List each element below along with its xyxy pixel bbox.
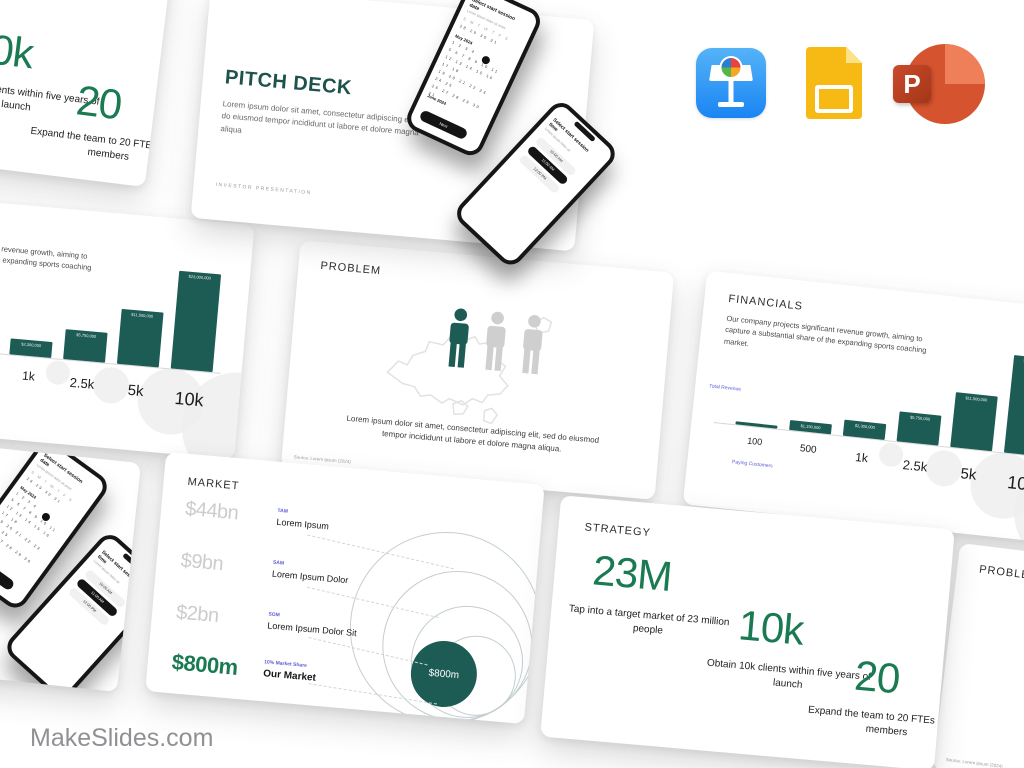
x-tick: 500 — [799, 443, 818, 456]
market-amount: $9bn — [179, 549, 225, 576]
x-tick: 1k — [21, 368, 36, 384]
person-icon — [485, 311, 506, 372]
stat-caption: Expand the team to 20 FTEs & Staff membe… — [29, 125, 173, 163]
market-name: Our Market — [262, 668, 317, 684]
powerpoint-wedge-shape — [945, 44, 985, 84]
market-amount: $2bn — [175, 601, 220, 628]
x-tick: 1k — [854, 450, 869, 466]
keynote-base-shape — [718, 102, 744, 107]
bar-2.5k: $5,750,000 — [63, 329, 108, 363]
bar-500: $1,150,000 — [789, 419, 832, 435]
slide-title: FINANCIALS — [727, 292, 804, 313]
market-amount-highlight: $800m — [170, 649, 239, 680]
person-icon — [522, 314, 543, 375]
slide-footer-text: INVESTOR PRESENTATION — [215, 181, 312, 197]
market-row-som: $2bn SOM Lorem Ipsum Dolor Sit — [175, 601, 358, 640]
slide-card-financials-partial: FINANCIALS Our company projects signific… — [0, 191, 255, 460]
stat-caption: Expand the team to 20 FTEs & Staff membe… — [807, 704, 955, 739]
stat-value: 23M — [590, 546, 674, 601]
bar-10k: $23,000,000 — [170, 270, 222, 373]
site-brand-text: MakeSlides.com — [30, 724, 214, 752]
slide-card-market: MARKET $800m $44bn TAM Lorem Ipsum $9bn … — [145, 451, 545, 725]
next-button: Next — [418, 109, 469, 141]
google-slides-frame-shape — [815, 85, 853, 113]
x-tick: 5k — [126, 381, 145, 401]
stat-value: 20 — [73, 76, 124, 129]
keynote-pie-shape — [719, 56, 743, 79]
market-row-our-market: $800m 10% Market Share Our Market — [171, 649, 318, 688]
x-tick: 2.5k — [69, 374, 95, 392]
slide-body-text: Our company projects significant revenue… — [723, 313, 927, 356]
x-tick: 100 — [746, 435, 763, 448]
powerpoint-letter: P — [893, 65, 931, 103]
slide-body-text: Lorem ipsum dolor sit amet, consectetur … — [220, 99, 433, 138]
slide-card-phones-partial: Select start session date Lorem ipsum do… — [0, 424, 141, 692]
slide-card-strategy: STRATEGY 23M Tap into a target market of… — [540, 495, 955, 768]
slide-card-problem: PROBLEM — [280, 240, 675, 500]
x-axis-label: Paying Customers — [731, 459, 773, 470]
stat-value: 20 — [852, 651, 902, 703]
google-slides-fold-shape — [846, 47, 862, 63]
stat-caption: Obtain 10k clients within five years of … — [706, 657, 872, 691]
bar-2.5k: $5,750,000 — [896, 411, 942, 446]
slide-title: PITCH DECK — [224, 66, 353, 100]
powerpoint-icon: P — [893, 42, 985, 126]
y-axis-label: Total Revenue — [708, 383, 742, 393]
x-tick: 2.5k — [902, 457, 929, 475]
slide-title: MARKET — [187, 475, 240, 493]
slide-card-strategy-partial: STRATEGY 23M Tap into a target market of… — [0, 0, 173, 187]
stat-caption: Tap into a target market of 23 million p… — [568, 603, 730, 637]
slide-body-text: Our company projects significant revenue… — [0, 235, 92, 273]
stat-value: 10k — [736, 601, 806, 654]
keynote-icon — [696, 48, 766, 118]
x-tick: 10k — [173, 387, 205, 411]
calendar-grid: 1 2 3 4 5 6 7 8 9 10 11 12 13 14 15 16 1… — [427, 40, 508, 123]
bar-5k: $11,500,000 — [116, 308, 164, 368]
source-note: Source: Lorem Ipsum (2024) — [945, 756, 1003, 768]
person-icons-group — [442, 305, 549, 380]
market-circle-label: $800m — [428, 667, 460, 681]
market-row-sam: $9bn SAM Lorem Ipsum Dolor — [180, 550, 350, 588]
bar-10k: $23,000,000 — [1003, 355, 1024, 457]
slide-card-pitch-deck: PITCH DECK Lorem ipsum dolor sit amet, c… — [190, 0, 621, 271]
slide-title: PROBLEM — [978, 563, 1024, 583]
market-amount: $44bn — [184, 497, 240, 525]
slide-title: STRATEGY — [584, 521, 652, 540]
person-icon-highlight — [448, 308, 469, 368]
calendar-grid: 1 2 3 4 5 6 7 8 9 10 11 12 13 14 15 16 1… — [0, 491, 67, 578]
google-slides-icon — [806, 47, 862, 119]
keynote-stem-shape — [728, 81, 734, 103]
slide-title: PROBLEM — [319, 259, 382, 278]
bar-5k: $11,500,000 — [950, 392, 998, 452]
stat-value: 10k — [0, 22, 36, 78]
market-row-tam: $44bn TAM Lorem Ipsum — [184, 498, 330, 534]
market-name: Lorem Ipsum — [276, 516, 330, 532]
slide-card-financials: FINANCIALS Our company projects signific… — [682, 270, 1024, 545]
